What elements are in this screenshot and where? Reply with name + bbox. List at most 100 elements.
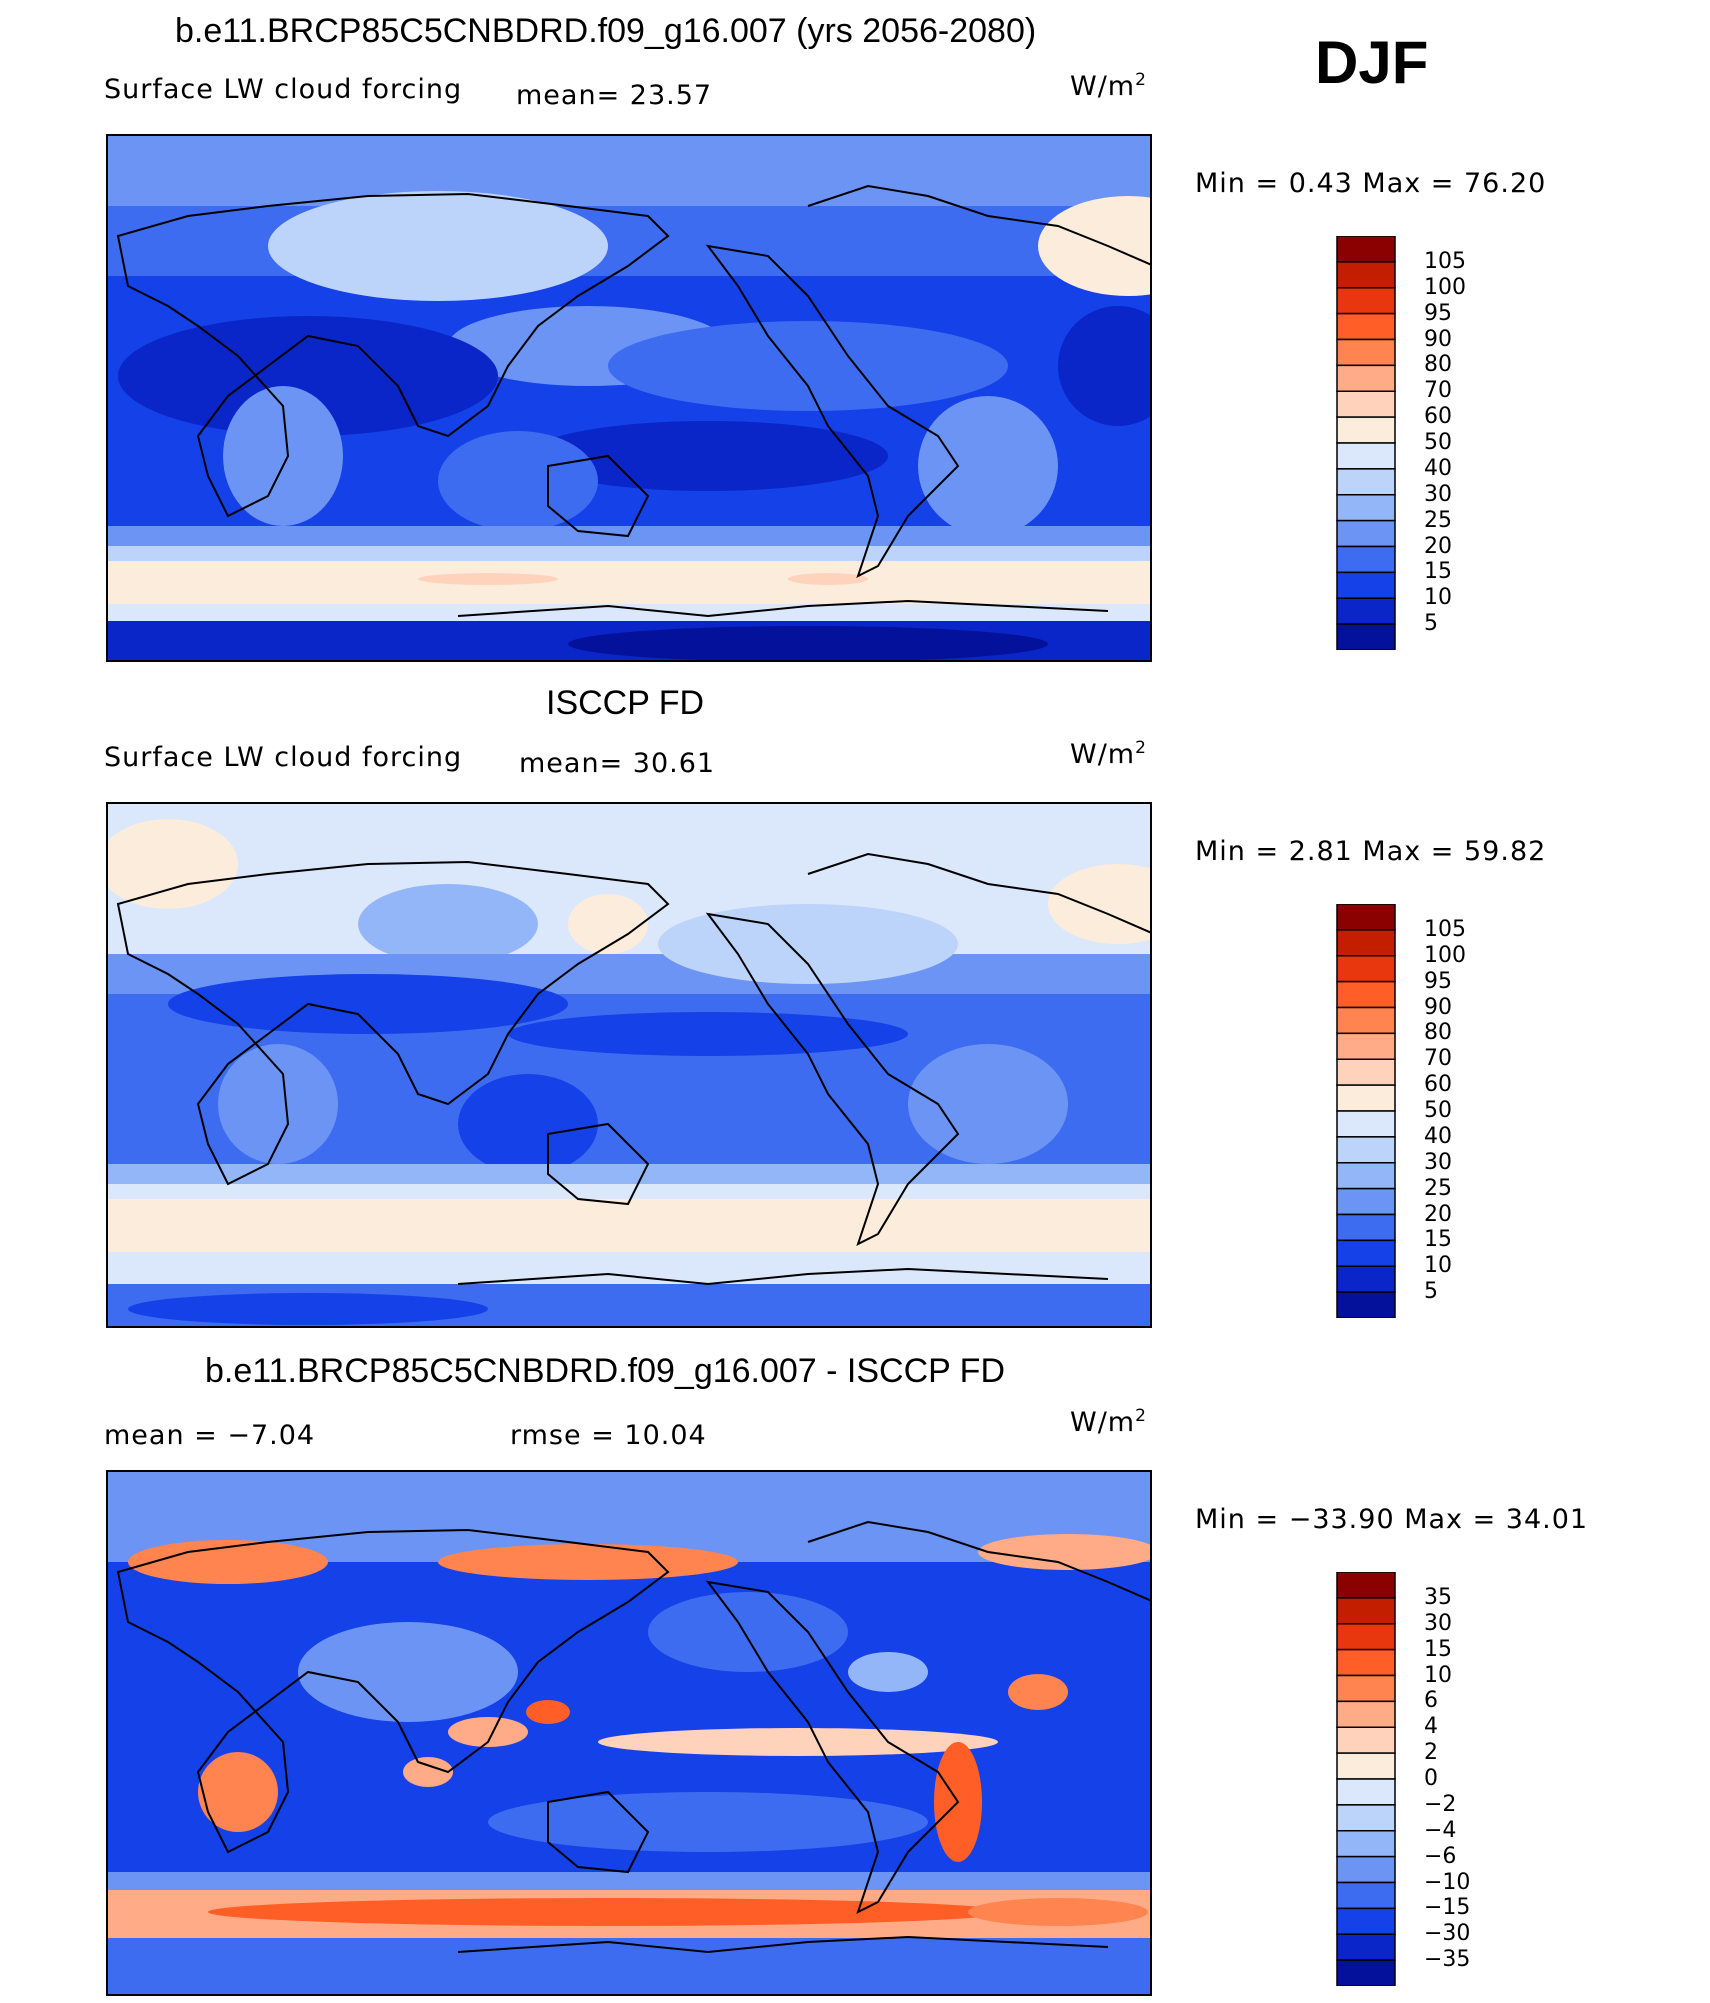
colorbar-swatch — [1336, 980, 1396, 1009]
colorbar-swatch — [1336, 235, 1396, 263]
panel3-map-svg — [108, 1472, 1150, 1994]
colorbar-tick-label: −35 — [1424, 1947, 1471, 1973]
panel1-map-svg — [108, 136, 1150, 660]
colorbar-swatch — [1336, 1571, 1396, 1599]
colorbar-swatch — [1336, 468, 1396, 496]
panel3-map — [106, 1470, 1152, 1996]
panel2-mean-label: mean= 30.61 — [519, 748, 716, 779]
colorbar-swatch — [1336, 494, 1396, 522]
colorbar-tick-label: 10 — [1424, 1253, 1452, 1279]
colorbar-tick-label: 90 — [1424, 326, 1452, 352]
colorbar-swatch — [1336, 1597, 1396, 1625]
colorbar-tick-label: 60 — [1424, 1072, 1452, 1098]
colorbar-tick-label: −2 — [1424, 1791, 1457, 1817]
panel1-colorbar — [1336, 235, 1396, 655]
colorbar-swatch — [1336, 623, 1396, 651]
colorbar-tick-label: −15 — [1424, 1895, 1471, 1921]
colorbar-tick-label: 10 — [1424, 585, 1452, 611]
panel2-units: W/m2 — [1070, 738, 1147, 770]
colorbar-swatch — [1336, 338, 1396, 367]
colorbar-swatch — [1336, 1058, 1396, 1086]
colorbar-tick-label: 80 — [1424, 352, 1452, 378]
colorbar-swatch — [1336, 1674, 1396, 1703]
colorbar-swatch — [1336, 1881, 1396, 1910]
colorbar-tick-label: 20 — [1424, 1201, 1452, 1227]
panel2-variable-label: Surface LW cloud forcing — [104, 742, 463, 773]
colorbar-swatch — [1336, 955, 1396, 983]
colorbar-swatch — [1336, 442, 1396, 470]
colorbar-swatch — [1336, 571, 1396, 599]
panel2-colorbar-svg — [1336, 903, 1396, 1319]
colorbar-swatch — [1336, 1752, 1396, 1780]
panel3-coastlines — [116, 1520, 1150, 1954]
colorbar-swatch — [1336, 1648, 1396, 1677]
colorbar-swatch — [1336, 1084, 1396, 1112]
colorbar-tick-label: 80 — [1424, 1020, 1452, 1046]
colorbar-swatch — [1336, 287, 1396, 315]
colorbar-swatch — [1336, 1830, 1396, 1858]
panel1-mean-label: mean= 23.57 — [516, 80, 713, 111]
colorbar-tick-label: 4 — [1424, 1714, 1438, 1740]
panel2-map-svg — [108, 804, 1150, 1326]
colorbar-tick-label: 70 — [1424, 1046, 1452, 1072]
colorbar-tick-label: 95 — [1424, 300, 1452, 326]
colorbar-swatch — [1336, 545, 1396, 574]
colorbar-tick-label: 5 — [1424, 611, 1438, 637]
colorbar-tick-label: 15 — [1424, 559, 1452, 585]
colorbar-swatch — [1336, 1804, 1396, 1832]
colorbar-swatch — [1336, 1907, 1396, 1935]
colorbar-swatch — [1336, 1933, 1396, 1961]
colorbar-tick-label: 0 — [1424, 1766, 1438, 1791]
colorbar-tick-label: 105 — [1424, 916, 1466, 942]
colorbar-swatch — [1336, 929, 1396, 957]
panel1-minmax: Min = 0.43 Max = 76.20 — [1195, 168, 1547, 199]
colorbar-tick-label: 30 — [1424, 1149, 1452, 1175]
panel1-variable-label: Surface LW cloud forcing — [104, 74, 463, 105]
colorbar-swatch — [1336, 1187, 1396, 1216]
panel1-coastlines — [116, 184, 1150, 618]
colorbar-swatch — [1336, 1778, 1396, 1806]
colorbar-tick-label: 70 — [1424, 378, 1452, 404]
colorbar-swatch — [1336, 261, 1396, 289]
panel2-coastlines — [116, 852, 1150, 1286]
panel3-units: W/m2 — [1070, 1406, 1147, 1438]
colorbar-swatch — [1336, 519, 1396, 548]
colorbar-swatch — [1336, 1726, 1396, 1754]
panel1-title: b.e11.BRCP85C5CNBDRD.f09_g16.007 (yrs 20… — [175, 12, 1037, 50]
panel3-colorbar — [1336, 1571, 1396, 1991]
colorbar-tick-label: 40 — [1424, 455, 1452, 481]
colorbar-swatch — [1336, 312, 1396, 341]
panel1-units: W/m2 — [1070, 70, 1147, 102]
colorbar-swatch — [1336, 416, 1396, 444]
colorbar-swatch — [1336, 903, 1396, 931]
colorbar-tick-label: 90 — [1424, 994, 1452, 1020]
colorbar-swatch — [1336, 1032, 1396, 1060]
panel1-map — [106, 134, 1152, 662]
panel3-mean-label: mean = −7.04 — [104, 1420, 316, 1451]
colorbar-swatch — [1336, 1623, 1396, 1651]
colorbar-tick-label: 5 — [1424, 1279, 1438, 1305]
colorbar-swatch — [1336, 1959, 1396, 1987]
panel3-minmax: Min = −33.90 Max = 34.01 — [1195, 1504, 1589, 1535]
colorbar-swatch — [1336, 1006, 1396, 1035]
colorbar-tick-label: 100 — [1424, 942, 1466, 968]
colorbar-swatch — [1336, 1855, 1396, 1884]
colorbar-swatch — [1336, 1162, 1396, 1190]
colorbar-tick-label: 15 — [1424, 1636, 1452, 1662]
colorbar-tick-label: −6 — [1424, 1843, 1457, 1869]
colorbar-swatch — [1336, 1213, 1396, 1242]
colorbar-tick-label: 30 — [1424, 1610, 1452, 1636]
colorbar-tick-label: 60 — [1424, 404, 1452, 430]
colorbar-swatch — [1336, 390, 1396, 418]
colorbar-tick-label: 50 — [1424, 430, 1452, 455]
colorbar-tick-label: 6 — [1424, 1688, 1438, 1714]
panel2-colorbar — [1336, 903, 1396, 1323]
panel3-title: b.e11.BRCP85C5CNBDRD.f09_g16.007 - ISCCP… — [205, 1352, 1005, 1390]
colorbar-tick-label: 95 — [1424, 968, 1452, 994]
panel1-colorbar-svg — [1336, 235, 1396, 651]
panel3-rmse-label: rmse = 10.04 — [510, 1420, 707, 1451]
colorbar-tick-label: 15 — [1424, 1227, 1452, 1253]
colorbar-swatch — [1336, 1239, 1396, 1267]
colorbar-swatch — [1336, 597, 1396, 625]
panel2-map — [106, 802, 1152, 1328]
